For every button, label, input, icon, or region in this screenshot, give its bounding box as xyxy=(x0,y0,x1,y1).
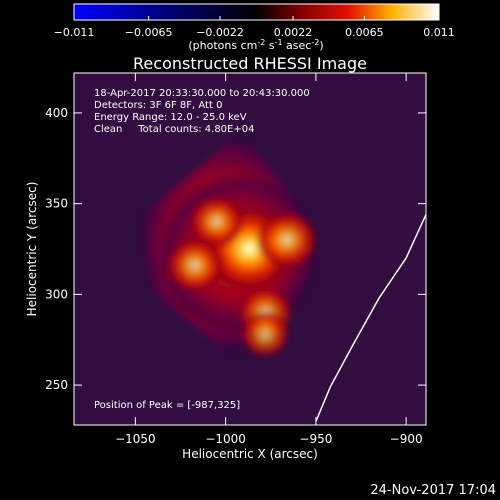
annotation-line-1: 18-Apr-2017 20:33:30.000 to 20:43:30.000 xyxy=(94,88,310,99)
colorbar-unit-label: (photons cm-2 s-1 asec-2) xyxy=(188,38,323,52)
colorbar-tick-label: 0.0065 xyxy=(345,26,384,39)
plot-area: −1050 −1000 −950 −900 250 300 350 400 xyxy=(45,72,427,446)
footer-timestamp: 24-Nov-2017 17:04 xyxy=(370,483,496,498)
x-tick-label: −1000 xyxy=(205,432,246,446)
colorbar-tick-label: −0.0022 xyxy=(196,26,244,39)
colorbar-tick-label: −0.0065 xyxy=(125,26,173,39)
annotation-line-2: Detectors: 3F 6F 8F, Att 0 xyxy=(94,100,222,111)
solar-limb-curve xyxy=(315,214,426,422)
y-tick-label: 350 xyxy=(45,197,68,211)
peak-position-label: Position of Peak = [-987,325] xyxy=(94,400,240,411)
axis-ticks: −1050 −1000 −950 −900 250 300 350 400 xyxy=(45,73,426,446)
chart-title: Reconstructed RHESSI Image xyxy=(133,54,367,73)
annotation-line-3: Energy Range: 12.0 - 25.0 keV xyxy=(94,112,247,123)
y-tick-label: 300 xyxy=(45,287,68,301)
colorbar-gradient xyxy=(73,3,440,21)
emission-source xyxy=(165,237,224,293)
colorbar-tick-label: 0.011 xyxy=(423,26,455,39)
annotation-block: 18-Apr-2017 20:33:30.000 to 20:43:30.000… xyxy=(94,88,310,135)
colorbar-tick-label: −0.011 xyxy=(54,26,95,39)
y-axis-label: Heliocentric Y (arcsec) xyxy=(25,182,39,317)
y-tick-label: 250 xyxy=(45,378,68,392)
x-tick-label: −950 xyxy=(299,432,332,446)
emission-source xyxy=(189,195,245,248)
colorbar-ticks: −0.011 −0.0065 −0.0022 0.0022 0.0065 0.011 xyxy=(54,16,455,39)
x-tick-label: −900 xyxy=(390,432,423,446)
emission-layer xyxy=(137,131,320,358)
y-tick-label: 400 xyxy=(45,106,68,120)
colorbar-tick-label: 0.0022 xyxy=(274,26,313,39)
annotation-line-4: Clean Total counts: 4.80E+04 xyxy=(94,124,254,135)
x-tick-label: −1050 xyxy=(115,432,156,446)
plot-frame xyxy=(73,72,427,426)
emission-source xyxy=(256,210,318,269)
colorbar: −0.011 −0.0065 −0.0022 0.0022 0.0065 0.011 (p… xyxy=(54,3,455,52)
emission-source xyxy=(240,311,290,358)
x-axis-label: Heliocentric X (arcsec) xyxy=(182,447,318,461)
